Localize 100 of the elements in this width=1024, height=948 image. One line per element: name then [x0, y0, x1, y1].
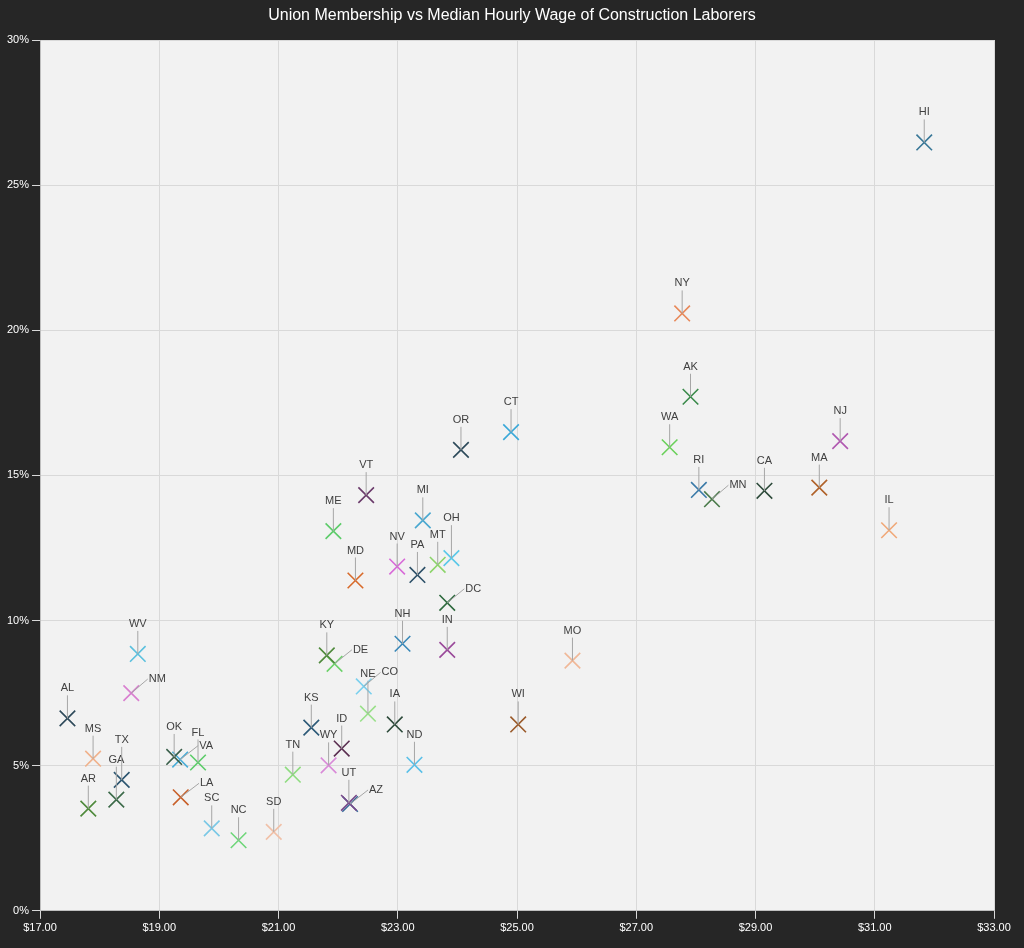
series-label: SD: [266, 794, 282, 807]
series-label: OR: [452, 412, 470, 425]
x-tick-label: $19.00: [142, 921, 177, 934]
series-label: MI: [416, 483, 429, 496]
series-label: KS: [303, 690, 319, 703]
point: [107, 791, 125, 809]
point: [438, 594, 456, 612]
point: [393, 635, 412, 653]
point: [320, 756, 338, 774]
point: [189, 753, 207, 772]
series-label: WI: [511, 687, 525, 700]
point: [831, 432, 849, 450]
series-label: RI: [693, 452, 705, 465]
x-tick-label: $21.00: [261, 921, 296, 934]
series-label: ME: [325, 494, 342, 507]
series-label: MT: [429, 527, 446, 540]
point: [429, 556, 447, 574]
point: [172, 788, 190, 806]
point: [408, 566, 427, 584]
y-tick-label: 10%: [6, 613, 30, 626]
point: [414, 511, 432, 529]
series-label: NM: [148, 672, 166, 685]
series-label: MA: [811, 450, 829, 463]
point: [880, 521, 898, 539]
series-label: MS: [84, 721, 102, 734]
point: [673, 304, 691, 323]
series-label: LA: [199, 776, 215, 789]
series-label: UT: [341, 765, 357, 778]
x-tick-label: $29.00: [738, 921, 773, 934]
series-label: FL: [191, 725, 205, 738]
point: [229, 831, 248, 849]
series-label: NC: [230, 803, 247, 816]
x-tick-label: $33.00: [977, 921, 1011, 934]
point: [84, 750, 102, 768]
series-label: OK: [166, 719, 183, 732]
series-label: VT: [359, 458, 374, 471]
series-label: NV: [389, 529, 406, 542]
y-tick-label: 25%: [6, 178, 30, 191]
x-tick-label: $31.00: [857, 921, 892, 934]
y-tick-label: 20%: [6, 323, 30, 336]
point: [661, 438, 679, 456]
series-label: AL: [60, 681, 75, 694]
point: [359, 705, 377, 723]
point: [203, 819, 221, 837]
point: [388, 557, 406, 576]
point: [165, 748, 183, 766]
text: OH: [443, 511, 460, 524]
series-label: NY: [674, 276, 691, 289]
point: [113, 771, 131, 789]
point: [318, 646, 336, 664]
point: [442, 549, 460, 567]
point: [324, 522, 342, 540]
point: [265, 823, 283, 841]
series-label: MN: [729, 478, 747, 491]
y-tick-label: 0%: [13, 903, 30, 916]
chart-title: Union Membership vs Median Hourly Wage of Construction Laborers: [267, 6, 757, 24]
point: [509, 715, 527, 734]
series-label: ND: [406, 727, 423, 740]
text: GA: [108, 752, 125, 765]
point: [325, 655, 344, 673]
series-label: IN: [441, 612, 453, 625]
point: [452, 441, 470, 459]
point: [357, 486, 375, 504]
series-label: WY: [319, 728, 339, 741]
series-label: HI: [918, 105, 930, 118]
point: [915, 133, 933, 152]
point: [681, 388, 700, 406]
series-label: VA: [199, 738, 214, 751]
text: TX: [114, 732, 130, 745]
point: [438, 641, 456, 659]
point: [563, 652, 582, 670]
y-tick-label: 15%: [6, 468, 30, 481]
point: [79, 800, 97, 818]
series-label: AK: [683, 359, 699, 372]
point: [355, 677, 373, 695]
y-tick-label: 30%: [6, 33, 30, 46]
series-label: SC: [204, 791, 220, 804]
point: [171, 750, 189, 769]
series-label: IL: [884, 493, 894, 506]
x-tick-label: $27.00: [619, 921, 654, 934]
series-label: MO: [563, 623, 582, 636]
series-label: AZ: [369, 783, 384, 796]
x-tick-label: $23.00: [380, 921, 415, 934]
series-label: AR: [80, 771, 97, 784]
series-label: CO: [381, 665, 399, 678]
series-label: IA: [389, 687, 401, 700]
series-label: MD: [346, 543, 365, 556]
point: [129, 645, 147, 663]
series-label: CA: [756, 453, 773, 466]
series-label: KY: [319, 618, 335, 631]
point: [302, 719, 320, 737]
point: [58, 709, 77, 727]
point: [703, 490, 721, 508]
series-label: ID: [336, 711, 348, 724]
x-tick-label: $25.00: [500, 921, 534, 934]
series-label: NH: [394, 606, 411, 619]
point: [346, 571, 365, 590]
series-label: CT: [503, 395, 519, 408]
series-label: PA: [410, 537, 426, 550]
x-tick-label: $17.00: [23, 921, 57, 934]
